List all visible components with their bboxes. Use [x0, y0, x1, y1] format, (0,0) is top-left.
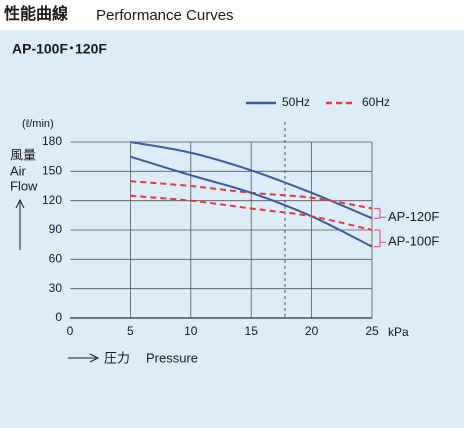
x-tick-label: 5 [127, 324, 134, 338]
chart-title: AP-100F･120F [12, 41, 107, 57]
y-arrow-head [15, 198, 25, 209]
y-label-en: Air [10, 163, 27, 178]
x-tick-label: 25 [365, 324, 379, 338]
title-en: Performance Curves [96, 7, 234, 24]
label-bracket [374, 229, 386, 248]
y-tick-label: 30 [49, 281, 63, 295]
curve [130, 194, 373, 231]
panel [0, 30, 464, 428]
y-label-en: Flow [10, 178, 38, 193]
x-arrow-head [89, 353, 100, 363]
series-label: AP-100F [388, 234, 439, 249]
x-label-ja: 圧力 [104, 350, 130, 365]
y-tick-label: 60 [49, 252, 63, 266]
x-tick-label: 20 [305, 324, 319, 338]
y-unit: (ℓ/min) [22, 118, 54, 130]
legend-label: 60Hz [362, 95, 390, 109]
label-bracket [374, 207, 386, 219]
curve [130, 155, 373, 248]
x-tick-label: 0 [67, 324, 74, 338]
x-label-en: Pressure [146, 350, 198, 365]
x-tick-label: 10 [184, 324, 198, 338]
x-tick-label: 15 [245, 324, 259, 338]
y-tick-label: 180 [42, 134, 62, 148]
y-label-ja: 風量 [10, 147, 36, 162]
x-unit: kPa [388, 325, 409, 339]
y-tick-label: 0 [55, 310, 62, 324]
title-ja: 性能曲線 [4, 4, 68, 23]
y-tick-label: 150 [42, 164, 62, 178]
series-label: AP-120F [388, 209, 439, 224]
y-tick-label: 120 [42, 193, 62, 207]
y-tick-label: 90 [49, 222, 63, 236]
legend-label: 50Hz [282, 95, 310, 109]
